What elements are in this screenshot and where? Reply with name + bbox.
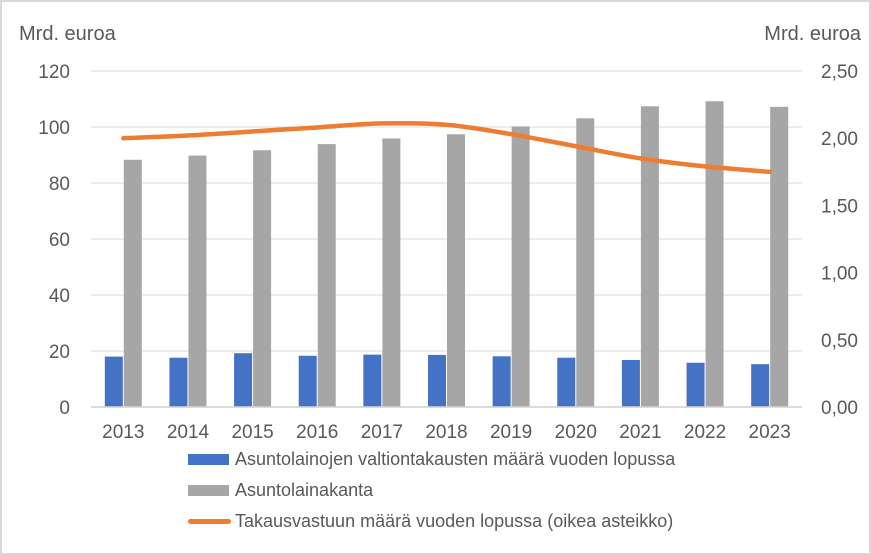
left-axis-tick: 120	[38, 62, 70, 83]
legend-item: Takausvastuun määrä vuoden lopussa (oike…	[188, 511, 675, 532]
bar-guarantees-2023	[751, 364, 770, 407]
bar-loan-stock-2014	[188, 155, 207, 407]
bar-loan-stock-2015	[253, 150, 272, 407]
left-axis-tick: 40	[49, 286, 70, 307]
bar-guarantees-2021	[621, 359, 640, 407]
left-axis-title: Mrd. euroa	[19, 23, 116, 45]
x-axis-label: 2020	[555, 422, 597, 443]
x-axis-label: 2023	[749, 422, 791, 443]
bar-loan-stock-2021	[640, 106, 659, 407]
bar-guarantees-2022	[686, 362, 705, 407]
bar-loan-stock-2013	[123, 159, 142, 407]
right-axis-tick: 2,50	[821, 62, 858, 83]
x-axis-label: 2017	[361, 422, 403, 443]
left-axis-tick: 0	[59, 398, 70, 419]
left-axis-tick: 80	[49, 174, 70, 195]
x-axis-label: 2019	[490, 422, 532, 443]
left-axis-tick: 20	[49, 342, 70, 363]
legend-label: Asuntolainakanta	[235, 480, 374, 500]
bar-guarantees-2019	[492, 356, 511, 407]
x-axis-label: 2013	[102, 422, 144, 443]
x-axis-label: 2018	[425, 422, 467, 443]
legend-line-swatch	[188, 519, 231, 524]
left-axis-tick: 100	[38, 118, 70, 139]
bar-guarantees-2014	[169, 357, 188, 407]
x-axis-label: 2021	[619, 422, 661, 443]
bar-loan-stock-2022	[705, 101, 724, 407]
x-axis-label: 2015	[231, 422, 273, 443]
legend-item: Asuntolainojen valtiontakausten määrä vu…	[188, 449, 675, 470]
x-axis-label: 2022	[684, 422, 726, 443]
legend-bar-swatch	[188, 485, 229, 496]
legend-label: Asuntolainojen valtiontakausten määrä vu…	[235, 449, 676, 469]
bar-guarantees-2015	[234, 353, 253, 407]
right-axis-tick: 1,50	[821, 196, 858, 217]
bar-loan-stock-2019	[511, 126, 530, 407]
x-axis-label: 2016	[296, 422, 338, 443]
bar-guarantees-2020	[557, 357, 576, 407]
bar-loan-stock-2018	[447, 134, 465, 407]
bar-loan-stock-2017	[382, 138, 401, 407]
bar-loan-stock-2023	[770, 106, 789, 407]
x-axis-label: 2014	[167, 422, 210, 443]
right-axis-title: Mrd. euroa	[764, 23, 861, 45]
right-axis-tick: 0,50	[821, 331, 858, 352]
bar-loan-stock-2020	[576, 118, 595, 407]
bar-guarantees-2013	[104, 356, 123, 407]
bar-loan-stock-2016	[317, 144, 336, 407]
left-axis-tick: 60	[49, 230, 70, 251]
bar-guarantees-2018	[428, 354, 446, 407]
legend-label: Takausvastuun määrä vuoden lopussa (oike…	[235, 511, 674, 531]
right-axis-tick: 0,00	[821, 398, 858, 419]
bar-guarantees-2017	[363, 354, 382, 407]
legend: Asuntolainojen valtiontakausten määrä vu…	[188, 449, 675, 542]
legend-bar-swatch	[188, 454, 229, 465]
right-axis-tick: 1,00	[821, 264, 858, 285]
legend-item: Asuntolainakanta	[188, 480, 675, 501]
guarantee-liability-line	[121, 120, 772, 175]
bar-guarantees-2016	[298, 355, 317, 407]
right-axis-tick: 2,00	[821, 129, 858, 150]
